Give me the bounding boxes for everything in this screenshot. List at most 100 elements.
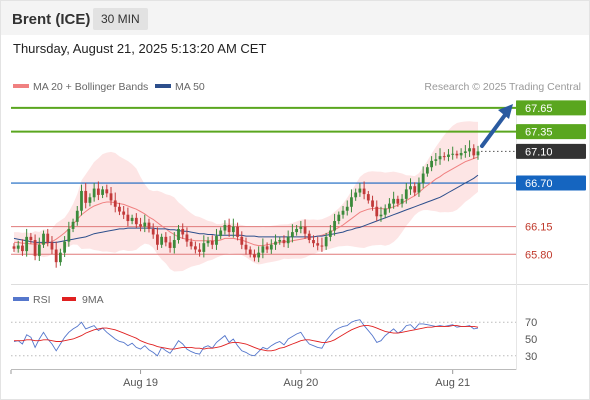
candle bbox=[337, 211, 341, 225]
candle-body bbox=[240, 236, 244, 245]
current-price-tag-bg bbox=[516, 143, 586, 159]
candle bbox=[46, 228, 50, 247]
candle bbox=[172, 232, 176, 254]
candle bbox=[442, 152, 446, 161]
candle-body bbox=[231, 226, 235, 233]
candle-body bbox=[261, 246, 265, 253]
candle bbox=[392, 191, 396, 209]
candle-body bbox=[189, 241, 193, 247]
candle-body bbox=[430, 160, 433, 168]
ma20-legend-swatch bbox=[13, 84, 29, 88]
candle-body bbox=[320, 245, 324, 247]
candle bbox=[324, 232, 328, 250]
candle bbox=[375, 200, 379, 222]
candle-body bbox=[328, 230, 332, 237]
candle-body bbox=[21, 245, 24, 252]
candle-body bbox=[248, 249, 252, 255]
candle bbox=[50, 236, 54, 255]
candle bbox=[421, 166, 425, 189]
candle-body bbox=[46, 233, 50, 243]
candle bbox=[358, 183, 362, 197]
candle-body bbox=[109, 193, 113, 201]
candle-body bbox=[282, 240, 286, 244]
timeframe-badge[interactable]: 30 MIN bbox=[93, 8, 148, 30]
ma50-line bbox=[13, 174, 479, 243]
candle-body bbox=[396, 198, 400, 204]
candle bbox=[193, 241, 197, 254]
candle bbox=[96, 181, 100, 201]
candle-body bbox=[472, 148, 476, 156]
candle bbox=[210, 235, 214, 250]
rsi-ma-line bbox=[14, 325, 479, 352]
candle-body bbox=[307, 233, 311, 241]
level-tag-67.65: 67.65 bbox=[525, 103, 553, 115]
candle-body bbox=[400, 198, 404, 204]
candle bbox=[231, 218, 235, 238]
candle-body bbox=[139, 224, 142, 227]
trend-arrow bbox=[480, 104, 516, 184]
candle bbox=[383, 204, 387, 219]
candle-body bbox=[337, 214, 341, 222]
level-tag-66.70-bg bbox=[516, 175, 586, 191]
candle-body bbox=[253, 254, 256, 258]
candle-body bbox=[202, 243, 206, 252]
candle-body bbox=[172, 240, 176, 248]
candle bbox=[147, 218, 151, 233]
candle bbox=[29, 232, 33, 244]
candle-body bbox=[265, 246, 269, 250]
candle-body bbox=[67, 228, 71, 242]
candle-body bbox=[59, 252, 62, 263]
candle-body bbox=[438, 156, 442, 160]
candle bbox=[417, 177, 421, 197]
level-tag-66.15: 66.15 bbox=[525, 222, 553, 234]
ma50-legend-swatch bbox=[155, 84, 171, 88]
bollinger-bands bbox=[14, 121, 478, 272]
candle-body bbox=[210, 240, 214, 245]
candle-body bbox=[80, 190, 83, 211]
candle bbox=[476, 145, 480, 160]
candle bbox=[113, 192, 117, 213]
candle-body bbox=[227, 224, 231, 233]
candle bbox=[350, 189, 353, 213]
candle-body bbox=[185, 234, 189, 242]
candle bbox=[316, 236, 320, 251]
candle bbox=[101, 186, 104, 199]
candle-body bbox=[134, 217, 138, 225]
candle-body bbox=[84, 190, 88, 203]
candle bbox=[388, 198, 391, 213]
candle-body bbox=[463, 151, 467, 153]
candle bbox=[143, 214, 147, 233]
candle-body bbox=[88, 197, 92, 203]
candle bbox=[244, 237, 248, 255]
candle bbox=[219, 227, 223, 240]
candle-body bbox=[447, 154, 450, 157]
candle-body bbox=[476, 151, 480, 156]
candle bbox=[447, 149, 450, 162]
candle-body bbox=[113, 200, 117, 207]
candle-body bbox=[25, 236, 29, 252]
candle-body bbox=[126, 214, 130, 222]
candle bbox=[88, 193, 92, 207]
candle-body bbox=[392, 198, 396, 204]
candle-body bbox=[312, 240, 315, 244]
candle-body bbox=[236, 226, 239, 237]
x-tick-label: Aug 21 bbox=[435, 377, 470, 389]
candle bbox=[223, 220, 227, 235]
candle bbox=[130, 214, 134, 225]
candle bbox=[185, 227, 189, 247]
candle-body bbox=[278, 240, 282, 242]
candle bbox=[12, 243, 16, 252]
credit-text: Research © 2025 Trading Central bbox=[424, 81, 581, 93]
current-price-tag: 67.10 bbox=[525, 146, 553, 158]
candle-body bbox=[442, 156, 446, 158]
x-axis: Aug 19 Aug 20 Aug 21 bbox=[10, 370, 470, 389]
candle-body bbox=[29, 236, 33, 241]
candle bbox=[25, 228, 29, 257]
candle-body bbox=[383, 208, 387, 215]
candle-body bbox=[54, 249, 58, 263]
candle bbox=[362, 181, 366, 200]
candle bbox=[468, 140, 471, 157]
candle-body bbox=[350, 197, 353, 207]
level-tags: 67.65 67.35 66.70 66.15 65.80 67.10 bbox=[516, 100, 586, 261]
